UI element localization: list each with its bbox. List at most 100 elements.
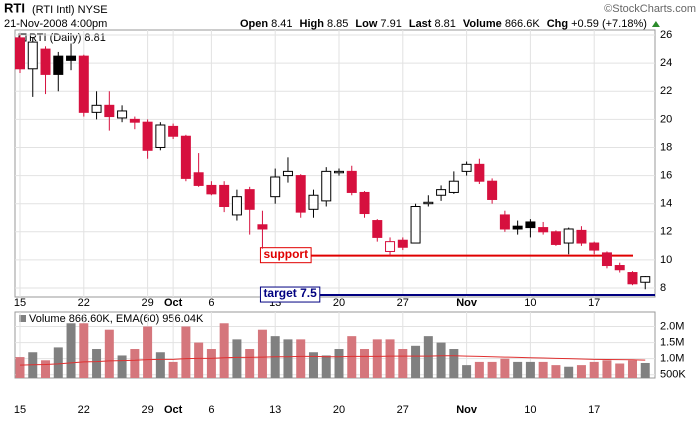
price-panel — [14, 29, 656, 298]
volume-bar — [564, 366, 574, 378]
volume-bar — [398, 349, 408, 378]
timestamp: 21-Nov-2008 4:00pm — [4, 18, 107, 30]
ema-line — [19, 355, 646, 366]
header-label: Open — [240, 18, 268, 30]
candle-body — [334, 170, 344, 174]
volume-bar — [206, 349, 216, 378]
y-tick-label: 1.0M — [660, 353, 684, 365]
candle-body — [295, 175, 306, 213]
legend-icon — [19, 315, 26, 322]
volume-bar — [576, 365, 586, 378]
x-tick-label: 15 — [14, 297, 26, 309]
candle-body — [372, 220, 383, 238]
x-tick-label: 6 — [208, 404, 214, 416]
candle-body — [206, 184, 217, 195]
candle-body — [601, 252, 612, 267]
volume-bar — [627, 360, 637, 378]
y-tick-label: 500K — [660, 369, 686, 381]
volume-bar — [487, 361, 497, 378]
candle-body — [180, 135, 191, 179]
volume-bar — [155, 352, 165, 378]
volume-bar — [525, 361, 535, 378]
candle-body — [563, 228, 574, 244]
candle-body — [461, 163, 472, 172]
volume-bar — [436, 342, 446, 378]
volume-bar — [194, 342, 204, 378]
x-tick-label: 15 — [14, 404, 26, 416]
volume-bar — [245, 349, 255, 378]
y-tick-label: 20 — [660, 113, 672, 125]
volume-bar — [181, 326, 191, 378]
volume-bar — [474, 361, 484, 378]
volume-bar — [360, 349, 370, 378]
volume-bar — [53, 347, 63, 378]
volume-bar — [372, 339, 382, 378]
volume-bar — [117, 355, 127, 378]
candle-body — [410, 206, 421, 244]
header-value: +0.59 (+7.18%) — [571, 18, 647, 30]
candle-body — [257, 224, 268, 230]
candle-body — [129, 118, 140, 123]
annotation-box — [259, 247, 312, 264]
candle-body — [91, 104, 102, 113]
candle-body — [168, 125, 179, 137]
x-tick-label: 29 — [141, 404, 153, 416]
candle-body — [436, 189, 447, 196]
volume-bar — [640, 362, 650, 378]
candle-body — [53, 55, 64, 75]
quote-header: Open 8.41 High 8.85 Low 7.91 Last 8.81 Volume 866… — [240, 18, 660, 30]
candle-body — [27, 41, 38, 70]
volume-bar — [143, 326, 153, 378]
candle-body — [346, 170, 357, 193]
price-legend: RTI (Daily) 8.81 — [29, 32, 106, 44]
candle-body — [15, 37, 25, 70]
candle-body — [321, 170, 332, 202]
volume-bar — [66, 323, 76, 378]
volume-bar — [602, 360, 612, 378]
y-tick-label: 2.0M — [660, 320, 684, 332]
x-tick-label: Nov — [456, 297, 478, 309]
volume-bar — [538, 361, 548, 378]
candle-body — [359, 191, 370, 215]
volume-bar — [130, 349, 140, 378]
volume-bar — [308, 352, 318, 378]
x-tick-label: 20 — [333, 297, 345, 309]
x-tick-label: 22 — [78, 297, 90, 309]
x-tick-label: 17 — [588, 297, 600, 309]
volume-bar — [615, 363, 625, 378]
change-arrow — [651, 21, 660, 27]
annotation-label: support — [263, 247, 308, 261]
header-value: 866.6K — [505, 18, 541, 30]
header-value: 8.81 — [434, 18, 455, 30]
x-tick-label: 17 — [588, 404, 600, 416]
candle-body — [142, 121, 153, 151]
annotation-box — [259, 286, 321, 303]
candle-body — [499, 214, 510, 230]
header-value: 7.91 — [380, 18, 401, 30]
volume-bar — [92, 349, 102, 378]
volume-bar — [296, 339, 306, 378]
volume-bar — [423, 336, 433, 378]
candle-body — [487, 180, 498, 200]
candle-body — [614, 265, 625, 271]
x-tick-label: 13 — [269, 404, 281, 416]
candle-body — [104, 104, 115, 118]
y-tick-label: 22 — [660, 85, 672, 97]
x-tick-label: 29 — [141, 297, 153, 309]
candle-body — [308, 194, 319, 210]
volume-bar — [168, 361, 178, 378]
y-tick-label: 24 — [660, 57, 672, 69]
volume-bar — [321, 355, 331, 378]
candle-body — [589, 242, 600, 251]
y-tick-label: 26 — [660, 29, 672, 41]
header-label: Chg — [547, 18, 568, 30]
candle-body — [640, 276, 651, 283]
header-label: High — [300, 18, 325, 30]
x-tick-label: 10 — [524, 297, 536, 309]
x-tick-label: 27 — [397, 404, 409, 416]
candle-body — [155, 124, 166, 148]
volume-bar — [219, 323, 229, 378]
y-tick-label: 10 — [660, 254, 672, 266]
volume-bar — [347, 336, 357, 378]
x-tick-label: Oct — [164, 297, 183, 309]
